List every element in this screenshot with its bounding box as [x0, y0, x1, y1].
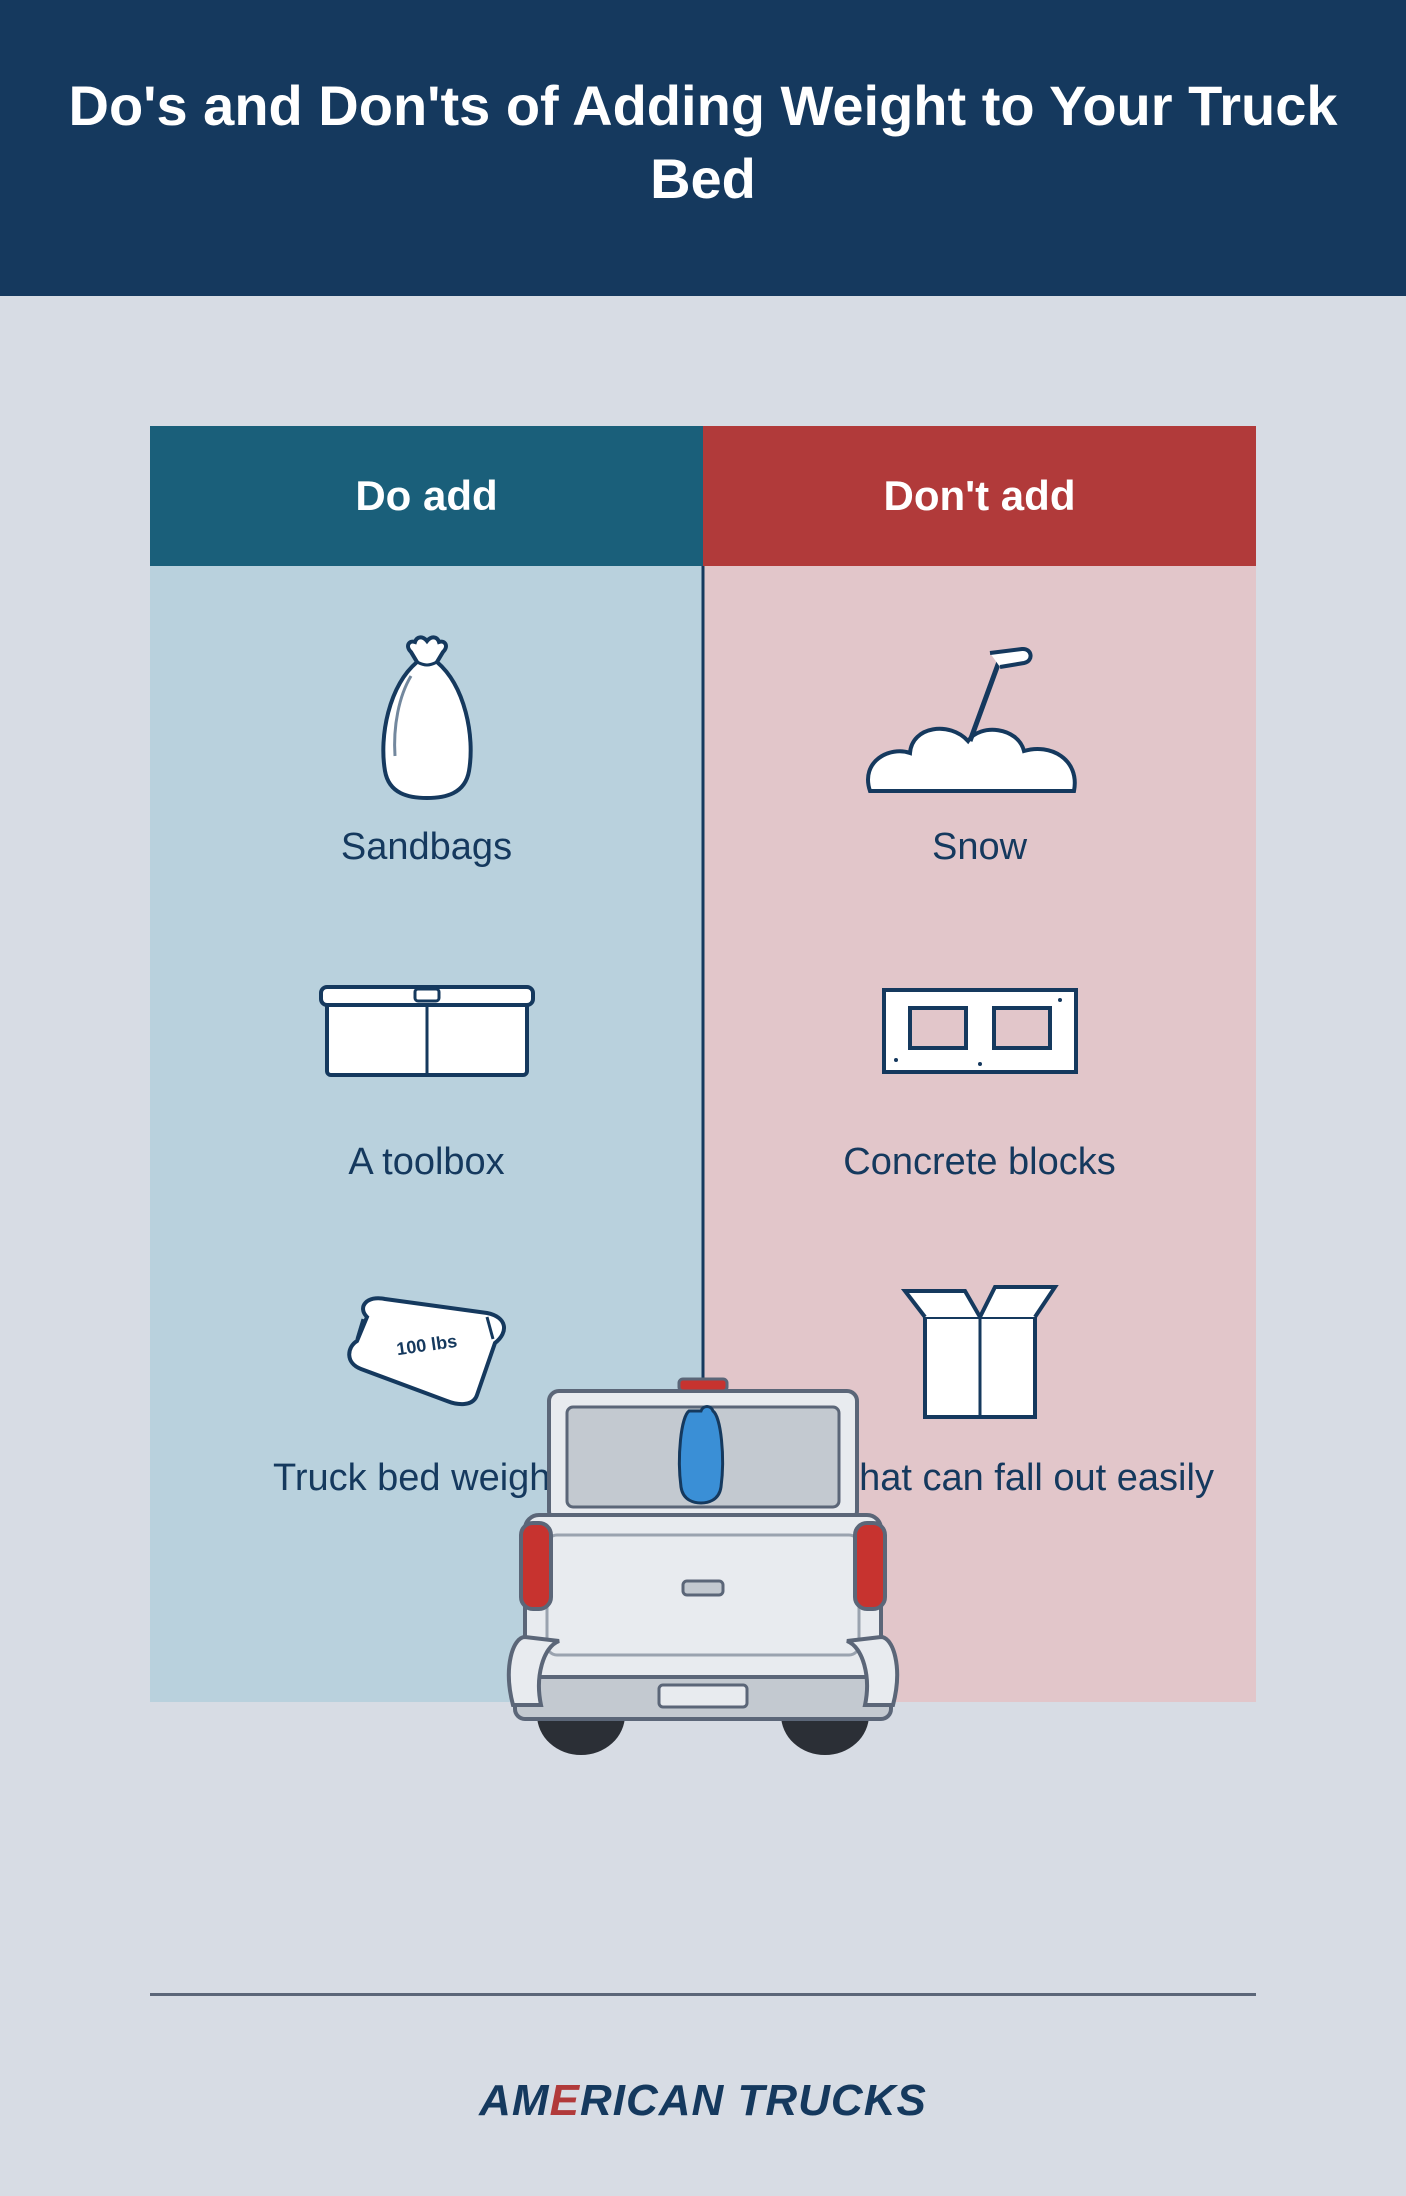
truck-illustration — [463, 1337, 943, 1762]
dont-item-label: Snow — [733, 824, 1226, 872]
brand-part: TRUCKS — [724, 2076, 927, 2125]
brand-part: AM — [479, 2076, 549, 2125]
title-header: Do's and Don'ts of Adding Weight to Your… — [0, 0, 1406, 296]
brand-part: RICAN — [580, 2076, 724, 2125]
do-item-toolbox: A toolbox — [180, 941, 673, 1187]
concrete-icon — [733, 941, 1226, 1121]
dont-header: Don't add — [703, 426, 1256, 566]
ground-line — [150, 1993, 1256, 1996]
page-title: Do's and Don'ts of Adding Weight to Your… — [40, 70, 1366, 216]
content-area: Do add Sandbags — [0, 296, 1406, 1703]
do-item-sandbags: Sandbags — [180, 626, 673, 872]
dont-item-snow: Snow — [733, 626, 1226, 872]
dont-item-label: Concrete blocks — [733, 1139, 1226, 1187]
toolbox-icon — [180, 941, 673, 1121]
do-item-label: Sandbags — [180, 824, 673, 872]
do-item-label: A toolbox — [180, 1139, 673, 1187]
brand-logo: AMERICAN TRUCKS — [0, 2076, 1406, 2126]
snow-icon — [733, 626, 1226, 806]
sandbag-icon — [180, 626, 673, 806]
footer: AMERICAN TRUCKS — [0, 2076, 1406, 2126]
do-header: Do add — [150, 426, 703, 566]
dont-item-concrete: Concrete blocks — [733, 941, 1226, 1187]
comparison-table: Do add Sandbags — [150, 426, 1256, 1703]
brand-stripe: E — [550, 2076, 580, 2126]
